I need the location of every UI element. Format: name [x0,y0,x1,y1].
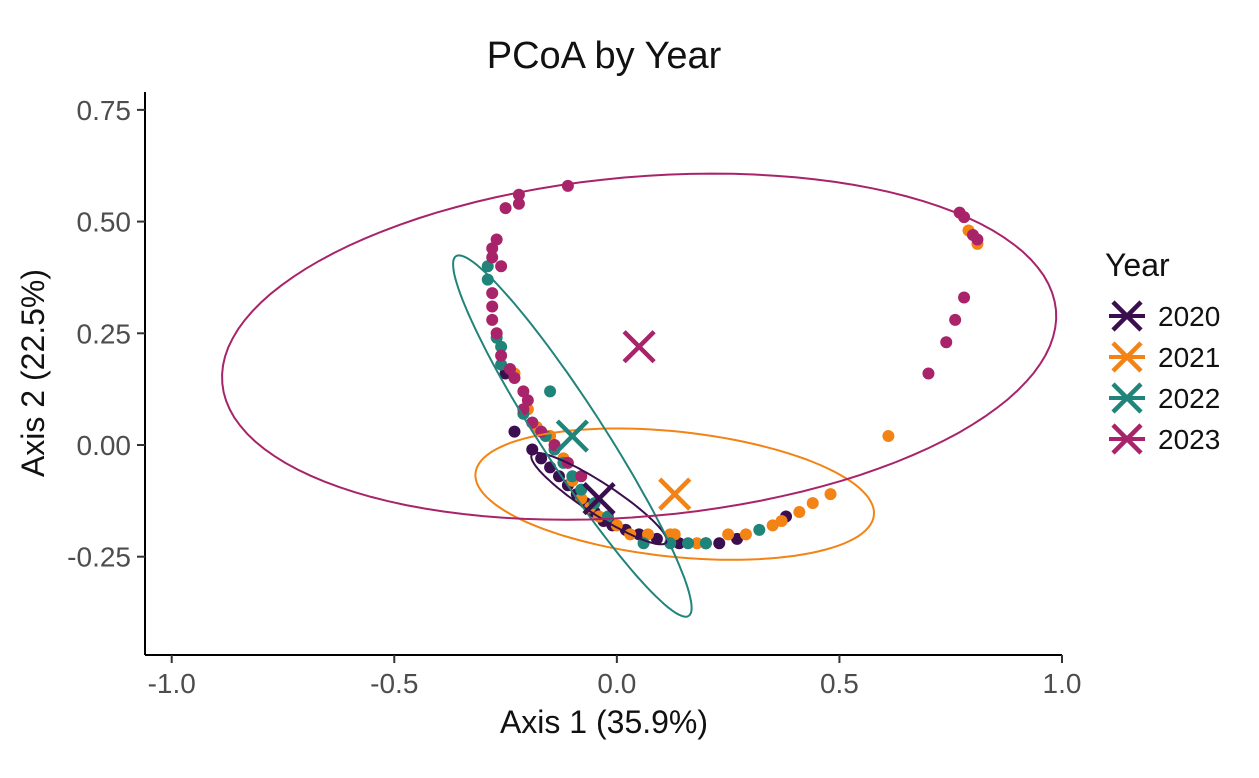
point-2020 [552,470,565,483]
point-2022 [753,523,766,536]
ellipse-2022 [452,254,693,618]
legend-item-2023: 2023 [1109,423,1220,455]
point-2021 [775,514,788,527]
point-2023 [508,371,521,384]
point-2022 [682,537,695,550]
point-2021 [882,430,895,443]
point-2021 [806,497,819,510]
plot-area [221,172,1058,618]
y-tick-label: 0.00 [77,430,132,461]
point-2021 [722,528,735,541]
point-2023 [949,313,962,326]
point-2021 [766,519,779,532]
point-2021 [824,488,837,501]
legend-label: 2023 [1158,424,1220,455]
point-2023 [486,300,499,313]
point-2020 [673,537,686,550]
point-2023 [495,349,508,362]
point-2021 [668,528,681,541]
centroid-2022 [555,419,589,453]
point-2023 [575,470,588,483]
legend: Year 2020 2021 2022 2023 [1105,247,1220,455]
point-2020 [731,532,744,545]
legend-label: 2021 [1158,342,1220,373]
point-2023 [486,251,499,264]
centroid-2020 [582,482,616,516]
x-tick-label: -1.0 [148,668,196,699]
point-2022 [495,358,508,371]
point-2020 [713,537,726,550]
ellipse-2023 [221,172,1058,521]
point-2023 [499,202,512,215]
legend-title: Year [1105,247,1170,283]
point-2020 [508,425,521,438]
series-2021-points [508,224,984,550]
point-2023 [486,313,499,326]
point-2023 [971,233,984,246]
point-2023 [521,394,534,407]
legend-key-2023 [1111,423,1143,455]
point-2023 [517,385,530,398]
x-axis-label: Axis 1 (35.9%) [500,704,708,740]
y-tick-label: 0.25 [77,318,132,349]
point-2022 [566,470,579,483]
y-axis-label: Axis 2 (22.5%) [15,269,51,477]
point-2022 [699,537,712,550]
point-2020 [544,461,557,474]
legend-key-2020 [1111,300,1143,332]
point-2022 [481,260,494,273]
axes: -1.0 -0.5 0.0 0.5 1.0 -0.25 0.00 0.25 0.50 0.75 [67,92,1081,699]
point-2023 [922,367,935,380]
point-2023 [561,179,574,192]
ellipse-2020 [530,451,668,546]
point-2023 [495,260,508,273]
legend-label: 2020 [1158,301,1220,332]
legend-item-2022: 2022 [1109,382,1220,414]
series-2020-points [499,367,793,550]
legend-item-2021: 2021 [1109,341,1220,373]
legend-label: 2022 [1158,383,1220,414]
point-2023 [486,287,499,300]
series-2023-points [486,179,984,483]
y-tick-label: 0.75 [77,95,132,126]
point-2023 [486,242,499,255]
point-2022 [495,340,508,353]
point-2022 [544,385,557,398]
chart-title: PCoA by Year [487,35,722,77]
point-2021 [793,506,806,519]
legend-key-2021 [1111,341,1143,373]
x-tick-label: 1.0 [1043,668,1082,699]
centroid-2023 [622,330,656,364]
x-tick-label: -0.5 [370,668,418,699]
y-tick-label: 0.50 [77,207,132,238]
point-2023 [512,197,525,210]
point-2020 [650,532,663,545]
point-2023 [490,327,503,340]
centroid-2021 [658,477,692,511]
x-tick-label: 0.0 [597,668,636,699]
point-2021 [739,528,752,541]
x-tick-label: 0.5 [820,668,859,699]
point-2021 [642,528,655,541]
point-2023 [490,233,503,246]
point-2023 [958,291,971,304]
legend-key-2022 [1111,382,1143,414]
point-2023 [504,363,517,376]
point-2020 [535,452,548,465]
legend-item-2020: 2020 [1109,300,1220,332]
point-2021 [690,537,703,550]
y-tick-label: -0.25 [67,542,131,573]
point-2023 [940,336,953,349]
ellipse-2021 [474,427,876,561]
